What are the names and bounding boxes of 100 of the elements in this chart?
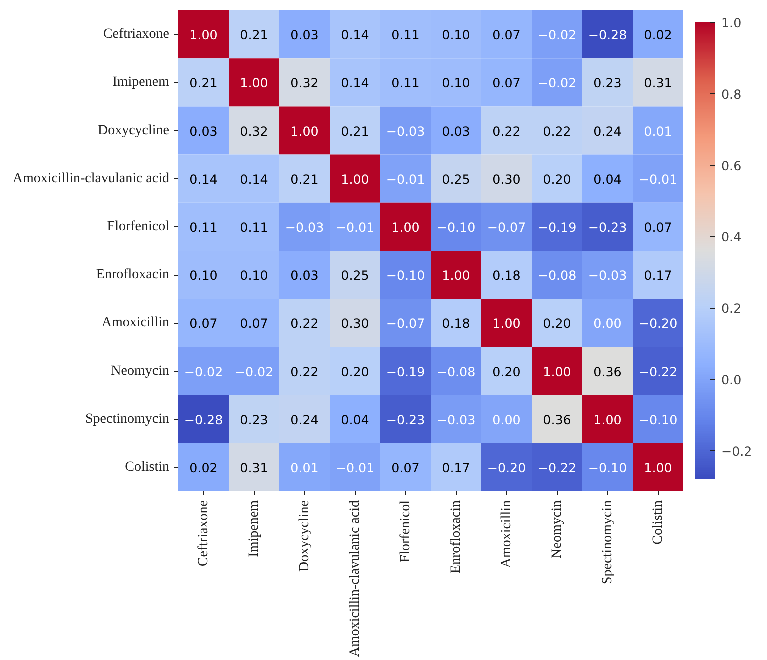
data-label: 0.30 (492, 172, 521, 187)
y-tick-label: Colistin (125, 460, 170, 475)
x-tick-label: Florfenicol (398, 500, 414, 563)
data-label: 0.30 (341, 316, 370, 332)
data-label: 0.11 (392, 76, 420, 91)
data-label: 0.07 (492, 76, 521, 91)
data-label: −0.01 (386, 172, 426, 187)
data-label: −0.20 (487, 460, 526, 476)
data-label: 0.14 (341, 28, 370, 43)
data-label: −0.28 (588, 28, 628, 43)
x-tick-label: Spectinomycin (600, 500, 616, 584)
x-tick-label: Amoxicillin-clavulanic acid (348, 500, 363, 658)
data-label: 0.07 (492, 28, 521, 43)
data-label: −0.02 (538, 76, 577, 91)
color-bar-label: 1.0 (722, 16, 742, 30)
data-label: 0.11 (240, 220, 268, 235)
data-label: 0.23 (240, 412, 268, 428)
x-tick-label: Enrofloxacin (448, 500, 464, 574)
data-label: −0.10 (386, 268, 426, 284)
x-tick-label: Doxycycline (297, 500, 312, 572)
data-label: 0.07 (190, 316, 218, 332)
data-label: 0.17 (442, 460, 470, 476)
data-label: 0.04 (341, 412, 370, 428)
data-label: 0.36 (594, 364, 622, 380)
data-label: −0.02 (184, 364, 224, 380)
data-label: −0.19 (538, 220, 577, 235)
data-label: 0.02 (644, 28, 672, 43)
color-bar-label: 0.6 (722, 158, 742, 174)
data-label: 0.07 (240, 316, 268, 332)
data-label: −0.01 (336, 220, 375, 235)
data-label: 0.00 (594, 316, 622, 332)
data-label: 1.00 (290, 124, 319, 139)
data-label: 0.10 (240, 268, 268, 284)
data-label: 0.20 (492, 364, 521, 380)
data-label: −0.23 (588, 220, 628, 235)
data-label: 0.17 (644, 268, 672, 284)
data-label: 1.00 (492, 316, 521, 332)
data-label: 0.01 (290, 460, 319, 476)
data-label: −0.19 (386, 364, 426, 380)
data-label: 0.18 (492, 268, 521, 284)
data-label: 0.21 (290, 172, 319, 187)
y-tick-label: Enrofloxacin (96, 268, 170, 283)
data-label: 0.07 (644, 220, 672, 235)
data-label: −0.02 (234, 364, 274, 380)
data-label: 0.07 (392, 460, 420, 476)
data-label: −0.22 (538, 460, 577, 476)
data-label: 1.00 (341, 172, 370, 187)
data-label: 0.00 (492, 412, 521, 428)
data-label: 0.11 (190, 220, 218, 235)
data-label: 0.21 (190, 76, 218, 91)
data-label: −0.07 (386, 316, 426, 332)
data-label: 0.21 (341, 124, 370, 139)
data-label: 0.14 (240, 172, 268, 187)
data-label: 0.32 (240, 124, 268, 139)
y-tick-label: Neomycin (111, 364, 170, 379)
data-label: 1.00 (543, 364, 572, 380)
data-label: 0.31 (240, 460, 268, 476)
data-label: 0.01 (644, 124, 672, 139)
x-tick-label: Imipenem (246, 500, 262, 558)
data-label: 0.03 (290, 28, 319, 43)
data-label: 0.24 (290, 412, 319, 428)
y-tick-label: Ceftriaxone (103, 27, 170, 42)
color-bar-label: 0.8 (722, 86, 742, 102)
data-label: −0.22 (638, 364, 678, 380)
data-label: −0.03 (588, 268, 628, 284)
data-label: −0.03 (285, 220, 324, 235)
data-label: 0.10 (442, 76, 470, 91)
data-label: 0.03 (442, 124, 470, 139)
x-tick-label: Ceftriaxone (196, 500, 212, 567)
data-label: 0.20 (341, 364, 370, 380)
data-label: 0.03 (290, 268, 319, 284)
data-label: 1.00 (392, 220, 420, 235)
color-bar-label: 0.0 (722, 372, 742, 388)
data-label: 0.25 (442, 172, 470, 187)
color-bar-label: −0.2 (722, 444, 752, 459)
x-tick-label: Colistin (650, 500, 666, 545)
data-label: 0.20 (543, 316, 572, 332)
data-label: −0.10 (638, 412, 678, 428)
data-label: −0.01 (638, 172, 678, 187)
data-label: 0.22 (492, 124, 521, 139)
y-tick-label: Amoxicillin (102, 316, 170, 331)
data-label: −0.07 (487, 220, 526, 235)
data-label: 0.22 (543, 124, 572, 139)
data-label: 0.02 (190, 460, 218, 476)
data-label: 0.22 (290, 364, 319, 380)
data-label: 0.36 (543, 412, 572, 428)
data-label: 0.22 (290, 316, 319, 332)
data-label: 1.00 (644, 460, 672, 476)
data-label: 1.00 (594, 412, 622, 428)
data-label: −0.20 (638, 316, 678, 332)
data-label: 0.11 (392, 28, 420, 43)
color-bar-label: 0.4 (722, 230, 742, 245)
x-tick-label: Neomycin (550, 500, 565, 559)
data-label: −0.02 (538, 28, 577, 43)
data-label: 0.10 (442, 28, 470, 43)
data-label: 0.10 (190, 268, 218, 284)
data-label: 0.21 (240, 28, 268, 43)
data-label: 0.23 (594, 76, 622, 91)
data-label: 0.14 (341, 76, 370, 91)
data-label: 0.03 (190, 124, 218, 139)
